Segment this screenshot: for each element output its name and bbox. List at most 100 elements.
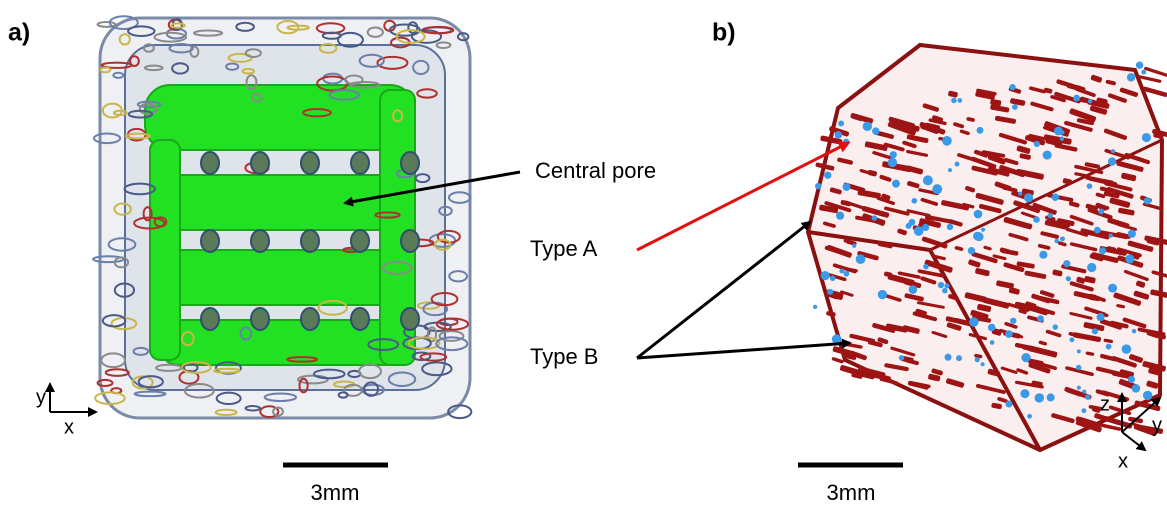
texture-mark	[1103, 338, 1114, 344]
texture-mark	[412, 59, 430, 76]
texture-mark	[133, 390, 167, 398]
texture-mark	[138, 102, 158, 116]
texture-mark	[1021, 352, 1031, 363]
texture-mark	[1003, 216, 1033, 230]
texture-mark	[410, 29, 443, 44]
texture-mark	[954, 318, 974, 327]
texture-mark	[948, 90, 958, 98]
texture-mark	[1085, 351, 1095, 356]
texture-mark	[400, 307, 420, 331]
texture-mark	[1080, 228, 1110, 240]
texture-mark	[1087, 98, 1093, 104]
texture-mark	[1028, 362, 1051, 374]
texture-mark	[1131, 328, 1137, 334]
texture-mark	[318, 42, 338, 54]
annotation: Type B	[530, 344, 598, 369]
texture-mark	[1091, 252, 1119, 263]
texture-mark	[1105, 79, 1116, 86]
axis-arrow	[1121, 431, 1147, 452]
texture-mark	[1068, 201, 1080, 208]
texture-mark	[872, 323, 896, 333]
texture-mark	[835, 211, 845, 220]
texture-mark	[1094, 413, 1106, 421]
texture-mark	[1040, 231, 1059, 239]
texture-mark	[920, 276, 937, 285]
texture-mark	[92, 132, 122, 145]
texture-mark	[813, 304, 818, 310]
texture-mark	[954, 161, 960, 167]
texture-mark	[980, 227, 986, 232]
texture-mark	[931, 115, 944, 123]
texture-mark	[884, 363, 909, 372]
texture-mark	[1043, 134, 1072, 145]
texture-mark	[422, 25, 455, 35]
texture-mark	[1090, 74, 1103, 83]
texture-mark	[241, 67, 256, 75]
texture-mark	[1108, 233, 1113, 238]
texture-mark	[1107, 217, 1130, 229]
texture-mark	[1069, 337, 1075, 343]
texture-mark	[1069, 281, 1094, 292]
texture-mark	[411, 351, 432, 362]
texture-mark	[447, 404, 473, 420]
texture-mark	[251, 92, 263, 103]
texture-mark	[1127, 240, 1154, 252]
texture-mark	[829, 275, 836, 282]
texture-mark	[250, 151, 270, 175]
texture-mark	[1057, 241, 1067, 247]
texture-mark	[435, 317, 470, 331]
texture-mark	[127, 109, 154, 119]
texture-mark	[94, 391, 126, 406]
texture-mark	[884, 271, 893, 278]
texture-mark	[1108, 405, 1132, 416]
texture-mark	[923, 263, 929, 270]
texture-mark	[300, 307, 320, 331]
texture-mark	[1014, 342, 1033, 351]
texture-mark	[999, 165, 1025, 178]
texture-mark	[973, 209, 983, 219]
texture-mark	[419, 352, 448, 362]
texture-mark	[215, 391, 242, 406]
texture-mark	[931, 254, 946, 261]
texture-mark	[302, 108, 332, 118]
texture-mark	[867, 170, 877, 177]
texture-mark	[925, 122, 941, 130]
texture-mark	[321, 31, 342, 40]
texture-mark	[1063, 260, 1071, 268]
texture-mark	[850, 350, 867, 361]
texture-mark	[906, 134, 929, 144]
texture-mark	[154, 363, 183, 372]
texture-mark	[245, 74, 258, 91]
texture-mark	[965, 185, 976, 193]
texture-mark	[970, 309, 989, 320]
axis-label: y	[36, 386, 46, 408]
texture-mark	[1128, 354, 1143, 363]
texture-mark	[1153, 132, 1164, 139]
texture-mark	[1060, 236, 1065, 242]
texture-mark	[1025, 135, 1046, 146]
texture-mark	[908, 285, 918, 294]
annotation: Central pore	[535, 158, 656, 183]
texture-mark	[1054, 91, 1081, 104]
texture-mark	[1052, 269, 1063, 277]
texture-mark	[381, 260, 413, 275]
texture-mark	[913, 226, 924, 236]
texture-mark	[990, 104, 1010, 113]
texture-mark	[891, 179, 901, 188]
texture-mark	[1084, 394, 1091, 400]
texture-mark	[136, 100, 162, 109]
texture-mark	[1073, 94, 1081, 102]
texture-mark	[363, 381, 380, 397]
texture-mark	[877, 241, 893, 249]
texture-mark	[857, 366, 886, 379]
texture-mark	[1096, 97, 1108, 106]
texture-mark	[957, 98, 963, 103]
texture-mark	[971, 165, 998, 176]
texture-mark	[1110, 149, 1116, 154]
texture-mark	[1142, 86, 1167, 97]
texture-mark	[877, 289, 888, 300]
texture-mark	[921, 223, 930, 232]
texture-mark	[870, 209, 884, 216]
texture-mark	[969, 317, 979, 327]
texture-mark	[1069, 108, 1097, 123]
